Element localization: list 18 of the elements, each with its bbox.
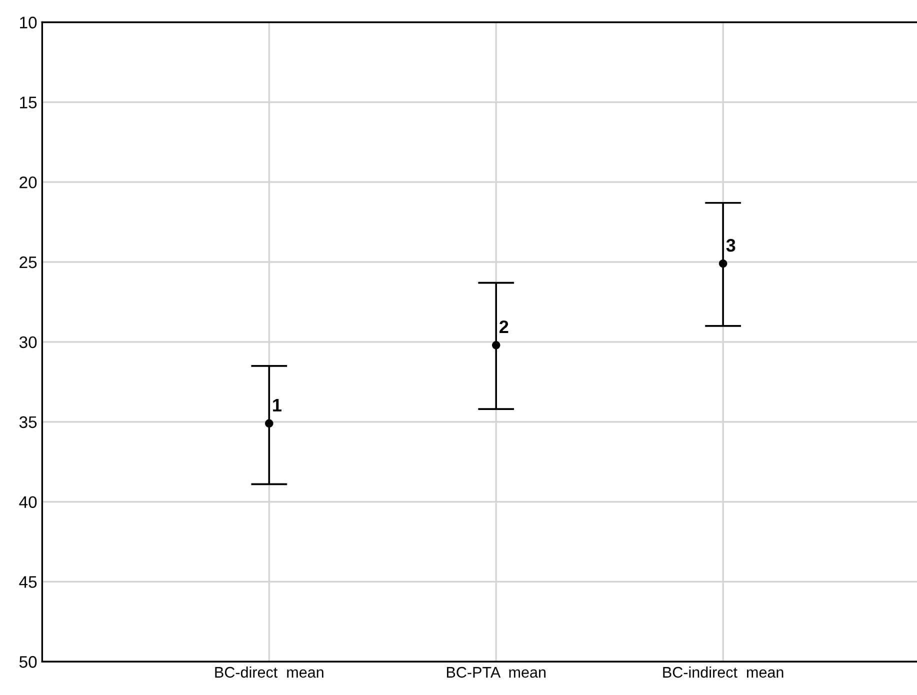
annotation: 3 bbox=[726, 238, 736, 252]
y-tick-label: 35 bbox=[19, 416, 37, 428]
y-tick-label: 25 bbox=[20, 256, 37, 268]
y-tick-label: 10 bbox=[20, 16, 37, 28]
x-tick-label: BC-indirect mean bbox=[663, 666, 784, 678]
annotation: 1 bbox=[273, 398, 282, 412]
x-tick-label: BC-direct mean bbox=[215, 666, 324, 678]
y-tick-label: 50 bbox=[19, 656, 37, 668]
y-tick-label: 45 bbox=[19, 576, 37, 588]
x-tick-label: BC-PTA mean bbox=[446, 666, 546, 678]
annotation: 2 bbox=[500, 320, 508, 334]
point bbox=[492, 340, 500, 350]
y-tick-label: 20 bbox=[20, 176, 37, 188]
y-tick-label: 40 bbox=[19, 496, 37, 508]
y-tick-label: 15 bbox=[20, 96, 37, 108]
y-tick-label: 30 bbox=[19, 336, 37, 348]
point bbox=[264, 419, 274, 428]
point bbox=[718, 259, 728, 268]
